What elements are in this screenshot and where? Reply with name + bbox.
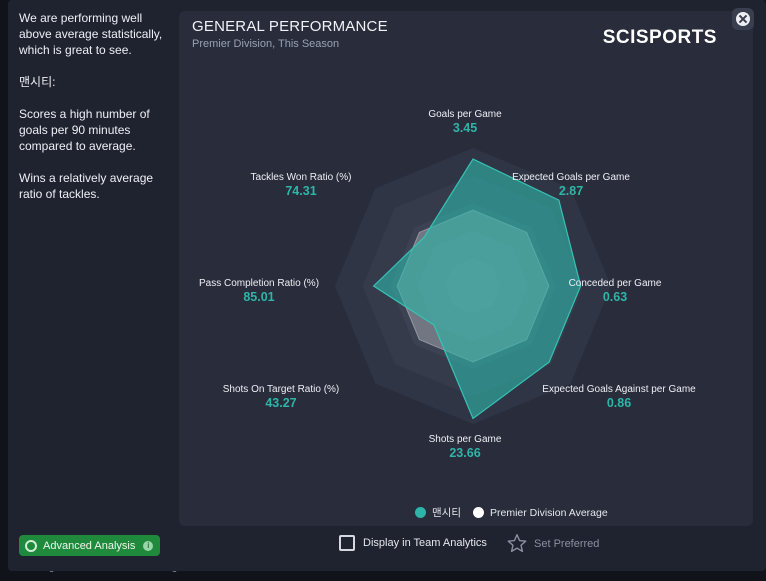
set-preferred-label: Set Preferred (534, 537, 600, 550)
team-series-area (372, 158, 582, 420)
axis-value: 0.63 (602, 290, 628, 304)
display-label: Display in Team Analytics (363, 537, 487, 549)
display-checkbox[interactable] (339, 535, 355, 551)
legend-team-label: 맨시티 (432, 507, 461, 519)
axis-label-1: Expected Goals per Game 2.87 (512, 172, 630, 198)
axis-name: Tackles Won Ratio (%) (250, 172, 352, 183)
axis-label-6: Pass Completion Ratio (%) 85.01 (199, 278, 319, 304)
axis-label-0: Goals per Game 3.45 (428, 109, 501, 135)
axis-name: Pass Completion Ratio (%) (198, 278, 320, 289)
analysis-sidebar: We are performing well above average sta… (19, 10, 175, 218)
axis-label-5: Shots On Target Ratio (%) 43.27 (223, 384, 340, 410)
panel-title: GENERAL PERFORMANCE (192, 18, 388, 35)
axis-value: 2.87 (558, 184, 584, 198)
axis-label-7: Tackles Won Ratio (%) 74.31 (251, 172, 352, 198)
axis-value: 3.45 (452, 121, 478, 135)
radar-chart (335, 148, 611, 424)
summary-paragraph: We are performing well above average sta… (19, 11, 163, 57)
legend-average-label: Premier Division Average (489, 506, 608, 519)
axis-name: Goals per Game (428, 109, 502, 120)
axis-value: 74.31 (285, 184, 317, 198)
analysis-icon (25, 539, 37, 552)
legend-average-swatch (472, 507, 484, 518)
insight-goals: Scores a high number of goals per 90 min… (19, 107, 150, 153)
axis-name: Shots On Target Ratio (%) (222, 384, 340, 395)
panel-subtitle: Premier Division, This Season (192, 38, 340, 50)
axis-label-4: Shots per Game 23.66 (429, 434, 502, 460)
display-in-team-analytics[interactable]: Display in Team Analytics (339, 535, 487, 551)
info-icon[interactable]: i (143, 540, 154, 551)
radar-panel: GENERAL PERFORMANCE Premier Division, Th… (179, 11, 753, 526)
axis-label-2: Conceded per Game 0.63 (569, 278, 662, 304)
legend-team-swatch (415, 507, 426, 518)
insight-tackles: Wins a relatively average ratio of tackl… (19, 171, 154, 201)
advanced-analysis-button[interactable]: Advanced Analysis i (19, 535, 160, 556)
scisports-logo: SCISPORTS (602, 27, 717, 48)
close-icon (736, 12, 750, 26)
set-preferred-button[interactable]: Set Preferred (506, 533, 599, 554)
team-heading: 맨시티: (19, 75, 56, 89)
axis-value: 0.86 (606, 396, 632, 410)
axis-name: Conceded per Game (568, 278, 662, 289)
axis-label-3: Expected Goals Against per Game 0.86 (542, 384, 695, 410)
chart-legend: 맨시티 Premier Division Average (415, 505, 608, 520)
axis-name: Expected Goals per Game (512, 172, 630, 183)
star-icon (507, 534, 527, 553)
axis-name: Shots per Game (428, 434, 502, 445)
axis-value: 85.01 (243, 290, 275, 304)
axis-value: 43.27 (265, 396, 297, 410)
axis-name: Expected Goals Against per Game (542, 384, 696, 395)
close-button[interactable] (732, 8, 754, 30)
axis-value: 23.66 (449, 446, 481, 460)
advanced-analysis-label: Advanced Analysis (43, 539, 136, 552)
